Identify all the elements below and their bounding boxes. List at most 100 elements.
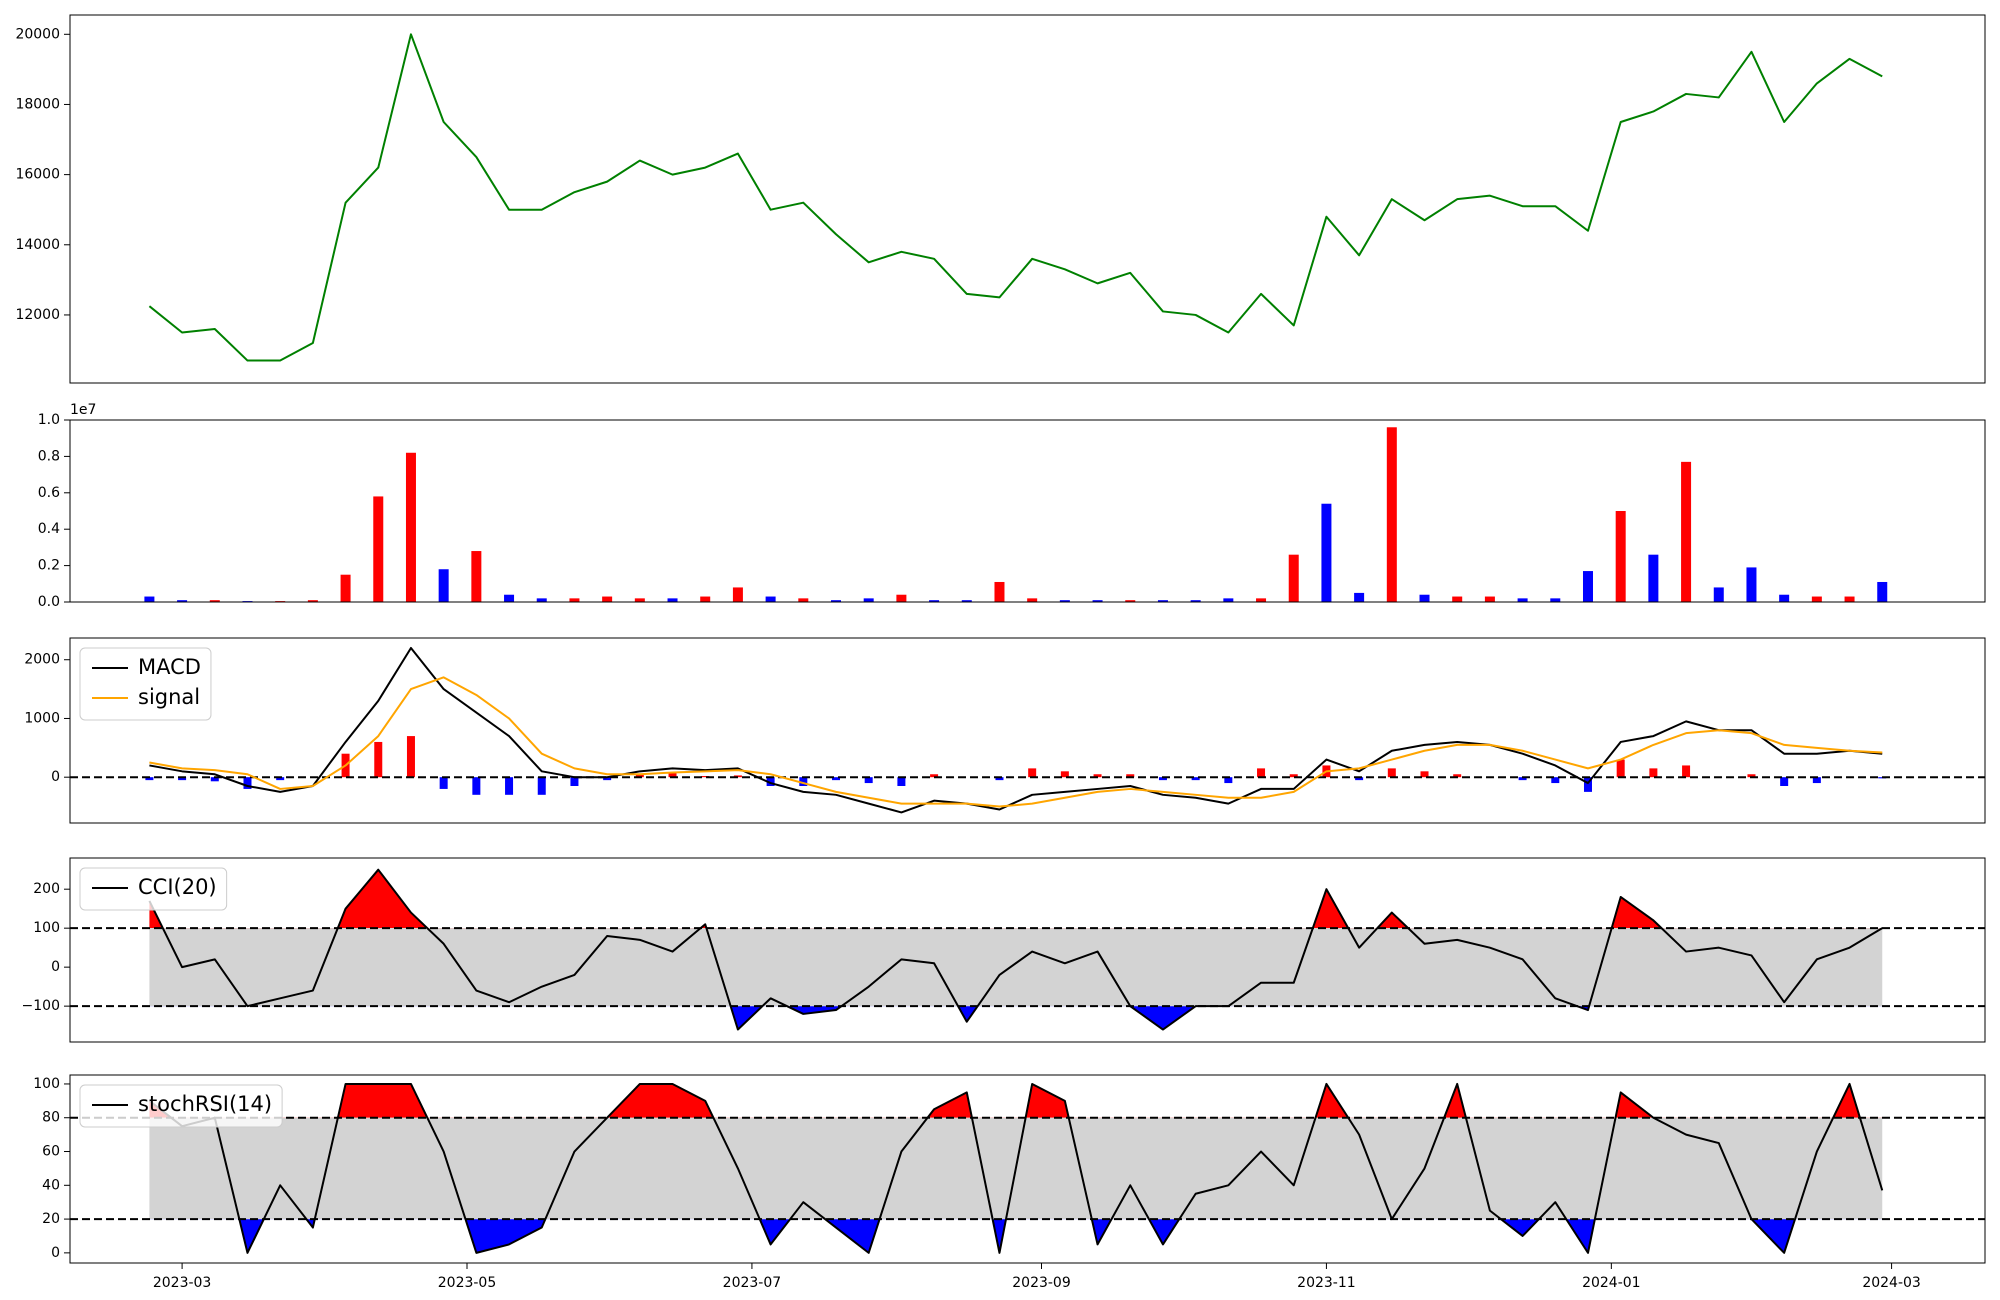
histogram-bar [1093, 774, 1102, 778]
volume-bar [177, 600, 188, 602]
histogram-bar [1060, 771, 1069, 778]
volume-bar [1125, 600, 1136, 602]
volume-bar [504, 594, 515, 602]
x-tick-label: 2023-09 [1012, 1275, 1071, 1291]
volume-bar [209, 600, 220, 602]
histogram-bar [472, 777, 481, 795]
fill-above [149, 1083, 1883, 1118]
y-tick-label: 14000 [15, 237, 60, 253]
histogram-bar [1355, 777, 1364, 781]
volume-bar [1484, 596, 1495, 602]
histogram-bar [570, 777, 579, 786]
legend: MACD signal [79, 647, 212, 721]
histogram-bar [930, 774, 939, 778]
y-tick-label: 0 [51, 1245, 60, 1261]
y-tick-label: 0 [51, 959, 60, 975]
histogram-bar [1126, 774, 1135, 778]
volume-bar [896, 594, 907, 602]
volume-bar [1550, 598, 1561, 602]
offset-label: 1e7 [70, 402, 96, 418]
histogram-bar [1583, 777, 1592, 792]
panel-frame [69, 637, 1986, 824]
histogram-bar [1551, 777, 1560, 784]
histogram-bar [210, 777, 219, 782]
y-tick-label: 0.6 [38, 485, 60, 501]
volume-bar [929, 600, 940, 602]
y-tick-label: 60 [42, 1144, 60, 1160]
histogram-bar [374, 741, 383, 778]
histogram-bar [1453, 774, 1462, 778]
legend-label: CCI(20) [138, 875, 217, 899]
panel-frame [69, 1074, 1986, 1264]
panel-frame [69, 419, 1986, 603]
y-tick-label: 80 [42, 1110, 60, 1126]
y-tick-label: 0 [51, 769, 60, 785]
histogram-bar [178, 777, 187, 781]
histogram-bar [1747, 774, 1756, 778]
volume-bar [1681, 461, 1692, 602]
volume-bar [536, 598, 547, 602]
legend-label: MACD [138, 655, 201, 679]
histogram-bar [406, 736, 415, 778]
volume-bar [1713, 587, 1724, 602]
volume-bar [961, 600, 972, 602]
histogram-bar [1420, 771, 1429, 778]
y-tick-label: 100 [33, 1076, 60, 1092]
x-tick-label: 2024-01 [1582, 1275, 1641, 1291]
y-tick-label: 0.0 [38, 594, 60, 610]
volume-bar [1027, 598, 1038, 602]
histogram-bar [799, 777, 808, 786]
volume-bar [1811, 596, 1822, 602]
volume-bar [471, 551, 482, 602]
volume-bar [1321, 503, 1332, 602]
y-tick-label: 100 [33, 920, 60, 936]
y-tick-label: 1000 [24, 710, 60, 726]
volume-bar [1779, 594, 1790, 602]
volume-bar [1386, 427, 1397, 602]
histogram-bar [995, 777, 1004, 781]
y-tick-label: 2000 [24, 652, 60, 668]
histogram-bar [1257, 768, 1266, 778]
y-tick-label: 16000 [15, 167, 60, 183]
volume-bar [700, 596, 711, 602]
volume-bar [307, 600, 318, 602]
volume-bar [667, 598, 678, 602]
legend-label: stochRSI(14) [138, 1092, 272, 1116]
volume-bar [1746, 567, 1757, 602]
volume-bar [1059, 600, 1070, 602]
y-tick-label: 20000 [15, 26, 60, 42]
volume-bar [1092, 600, 1103, 602]
legend: CCI(20) [79, 867, 228, 911]
x-tick-label: 2023-05 [438, 1275, 497, 1291]
histogram-bar [1191, 777, 1200, 781]
histogram-bar [1780, 777, 1789, 786]
volume-bar [1877, 581, 1888, 602]
legend-box [79, 1084, 283, 1128]
volume-bar [765, 596, 776, 602]
volume-bar [831, 600, 841, 602]
histogram-bar [635, 774, 644, 778]
histogram-bar [537, 777, 546, 795]
histogram-bar [505, 777, 514, 795]
histogram-bar [1158, 777, 1167, 781]
histogram-bar [145, 777, 154, 781]
panel-frame [69, 14, 1986, 384]
legend-box [79, 867, 228, 911]
volume-bar [1223, 598, 1234, 602]
volume-bar [1419, 594, 1430, 602]
histogram-bar [1387, 768, 1396, 778]
histogram-bar [1616, 759, 1625, 778]
histogram-bar [243, 777, 252, 789]
histogram-bar [439, 777, 448, 789]
histogram-bar [603, 777, 612, 781]
y-tick-label: 0.8 [38, 448, 60, 464]
volume-bar [1190, 600, 1201, 602]
volume-bar [1157, 600, 1168, 602]
legend: stochRSI(14) [79, 1084, 283, 1128]
volume-bar [1452, 596, 1463, 602]
volume-bar [340, 574, 351, 602]
y-tick-label: 12000 [15, 307, 60, 323]
indicator-line [148, 1082, 1884, 1254]
y-tick-label: 1.0 [38, 412, 60, 428]
histogram-bar [864, 777, 873, 784]
